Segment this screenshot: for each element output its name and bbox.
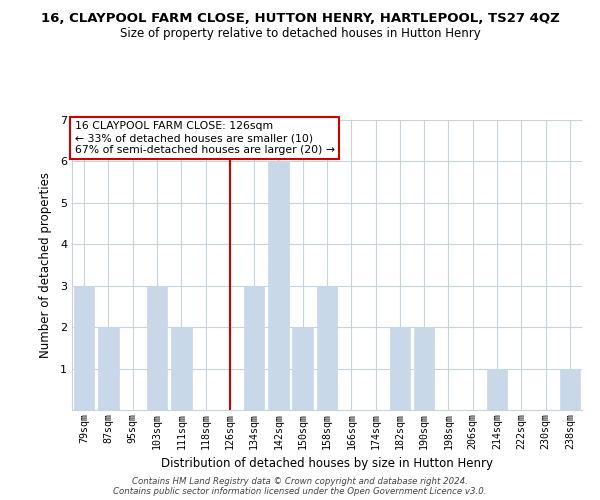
Text: Contains public sector information licensed under the Open Government Licence v3: Contains public sector information licen… bbox=[113, 487, 487, 496]
Bar bbox=[487, 368, 508, 410]
Text: 16, CLAYPOOL FARM CLOSE, HUTTON HENRY, HARTLEPOOL, TS27 4QZ: 16, CLAYPOOL FARM CLOSE, HUTTON HENRY, H… bbox=[41, 12, 559, 26]
Bar bbox=[244, 286, 265, 410]
Bar bbox=[414, 327, 434, 410]
Text: 16 CLAYPOOL FARM CLOSE: 126sqm
← 33% of detached houses are smaller (10)
67% of : 16 CLAYPOOL FARM CLOSE: 126sqm ← 33% of … bbox=[74, 122, 335, 154]
Bar bbox=[146, 286, 167, 410]
X-axis label: Distribution of detached houses by size in Hutton Henry: Distribution of detached houses by size … bbox=[161, 457, 493, 470]
Text: Contains HM Land Registry data © Crown copyright and database right 2024.: Contains HM Land Registry data © Crown c… bbox=[132, 477, 468, 486]
Bar bbox=[171, 327, 191, 410]
Y-axis label: Number of detached properties: Number of detached properties bbox=[38, 172, 52, 358]
Bar bbox=[292, 327, 313, 410]
Bar bbox=[74, 286, 94, 410]
Text: Size of property relative to detached houses in Hutton Henry: Size of property relative to detached ho… bbox=[119, 28, 481, 40]
Bar bbox=[98, 327, 119, 410]
Bar bbox=[268, 162, 289, 410]
Bar bbox=[560, 368, 580, 410]
Bar bbox=[317, 286, 337, 410]
Bar bbox=[389, 327, 410, 410]
